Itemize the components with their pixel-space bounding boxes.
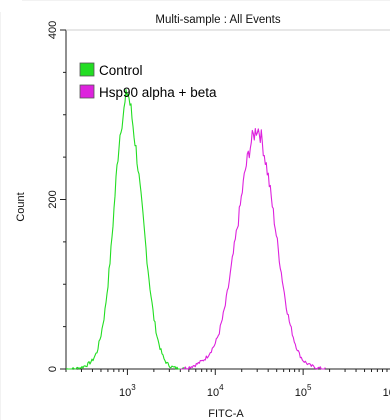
series-line-hsp90	[180, 128, 326, 370]
chart-title: Multi-sample : All Events	[155, 14, 281, 26]
y-axis: 0 200 400	[47, 21, 66, 372]
legend-label: Control	[99, 63, 143, 78]
y-tick-label: 200	[47, 190, 59, 208]
legend-swatch	[79, 62, 95, 77]
series-line-control	[65, 89, 188, 370]
x-axis-label: FITC-A	[208, 408, 244, 420]
x-tick-label: 105	[295, 383, 312, 399]
x-tick-label: 106	[383, 383, 390, 399]
x-axis: 103 104 105 106	[65, 369, 390, 399]
series-layer	[65, 89, 326, 370]
legend-label: Hsp90 alpha + beta	[99, 85, 217, 100]
y-tick-label: 0	[47, 366, 59, 372]
y-tick-label: 400	[47, 21, 59, 39]
x-tick-label: 104	[207, 383, 224, 399]
x-tick-label: 103	[119, 383, 136, 399]
legend-swatch	[79, 84, 95, 99]
y-axis-label: Count	[15, 192, 27, 221]
legend: Control Hsp90 alpha + beta	[79, 62, 217, 100]
